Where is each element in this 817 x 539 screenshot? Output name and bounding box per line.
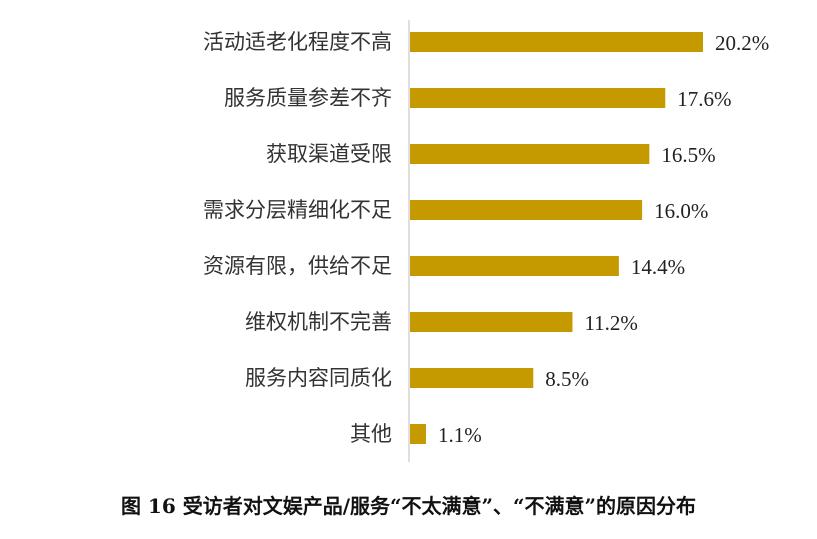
value-label: 14.4%	[631, 255, 685, 279]
value-label: 1.1%	[438, 423, 482, 447]
value-label: 8.5%	[545, 367, 589, 391]
bars-group	[410, 32, 703, 444]
category-label: 服务内容同质化	[245, 366, 392, 390]
value-labels-group: 20.2% 17.6% 16.5% 16.0% 14.4% 11.2% 8.5% 1.1%	[438, 31, 769, 447]
bar	[410, 32, 703, 52]
chart-caption: 图 16 受访者对文娱产品/服务“不太满意”、“不满意”的原因分布	[120, 494, 697, 518]
category-label: 活动适老化程度不高	[203, 30, 392, 54]
bar	[410, 368, 534, 388]
category-label: 资源有限，供给不足	[203, 254, 392, 278]
bar	[410, 424, 426, 444]
value-label: 11.2%	[584, 311, 637, 335]
value-label: 16.0%	[654, 199, 708, 223]
value-label: 16.5%	[661, 143, 715, 167]
bar	[410, 144, 650, 164]
bar-chart: 活动适老化程度不高服务质量参差不齐获取渠道受限需求分层精细化不足资源有限，供给不…	[203, 20, 769, 462]
bar	[410, 312, 573, 332]
category-label: 其他	[350, 422, 392, 446]
category-label: 需求分层精细化不足	[203, 198, 392, 222]
bar	[410, 200, 643, 220]
value-label: 20.2%	[715, 31, 769, 55]
bar	[410, 256, 619, 276]
category-labels-group: 活动适老化程度不高服务质量参差不齐获取渠道受限需求分层精细化不足资源有限，供给不…	[203, 30, 392, 446]
category-label: 服务质量参差不齐	[224, 86, 392, 110]
category-label: 获取渠道受限	[266, 142, 392, 166]
value-label: 17.6%	[677, 87, 731, 111]
bar	[410, 88, 666, 108]
category-label: 维权机制不完善	[245, 310, 392, 334]
